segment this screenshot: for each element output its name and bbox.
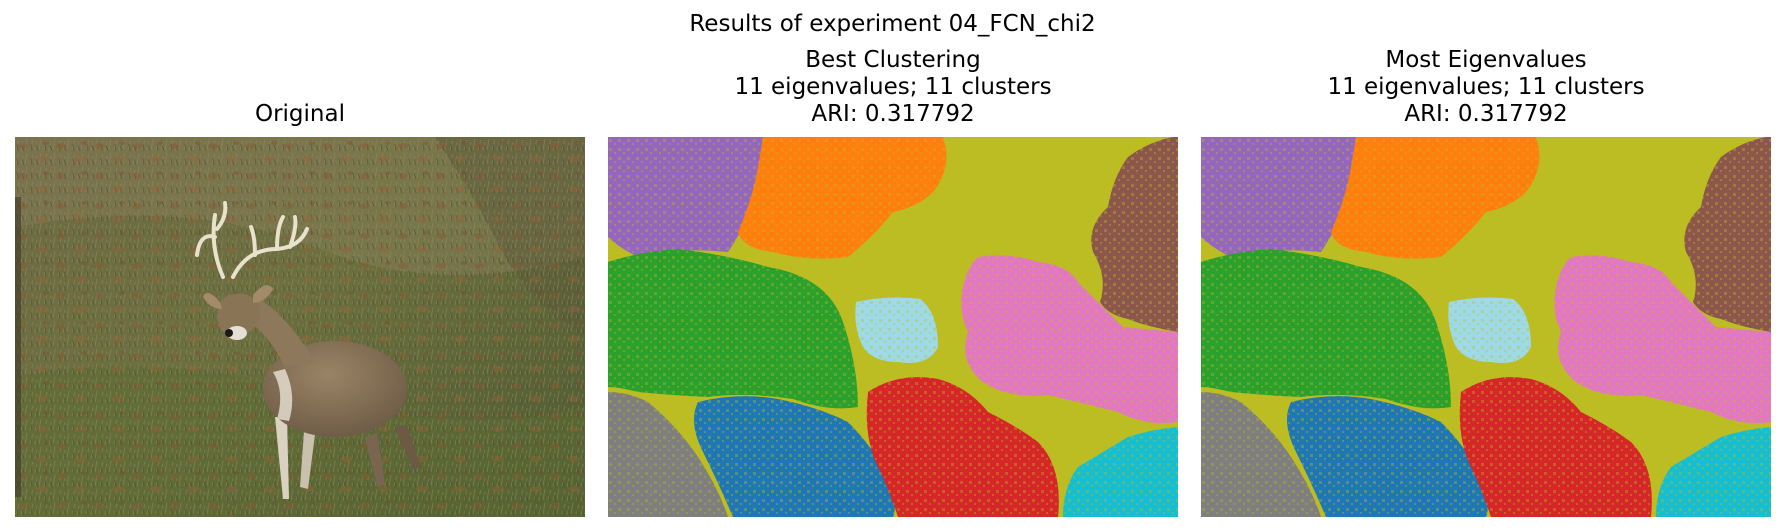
best-clustering-eigen-line: 11 eigenvalues; 11 clusters [734, 74, 1052, 100]
most-eigenvalues-ari-line: ARI: 0.317792 [1404, 101, 1568, 127]
most-eigenvalues-segmentation-panel [1201, 137, 1771, 517]
original-panel-title: Original [15, 101, 585, 128]
best-clustering-panel-title: Best Clustering 11 eigenvalues; 11 clust… [608, 47, 1178, 128]
best-clustering-segmentation-panel [608, 137, 1178, 517]
segment-speckle-noise [608, 137, 1178, 517]
most-eigenvalues-segmentation-map [1201, 137, 1771, 517]
original-title-line: Original [254, 101, 345, 127]
most-eigenvalues-title-line: Most Eigenvalues [1385, 47, 1587, 73]
most-eigenvalues-panel-title: Most Eigenvalues 11 eigenvalues; 11 clus… [1201, 47, 1771, 128]
original-image-panel [15, 137, 585, 517]
figure-suptitle: Results of experiment 04_FCN_chi2 [689, 11, 1096, 37]
deer-photo [15, 137, 585, 517]
best-clustering-segmentation-map [608, 137, 1178, 517]
fallen-leaves [15, 137, 585, 517]
best-clustering-ari-line: ARI: 0.317792 [811, 101, 975, 127]
segment-speckle-noise [1201, 137, 1771, 517]
deer-figure [195, 201, 421, 499]
best-clustering-title-line: Best Clustering [805, 47, 981, 73]
most-eigenvalues-eigen-line: 11 eigenvalues; 11 clusters [1327, 74, 1645, 100]
